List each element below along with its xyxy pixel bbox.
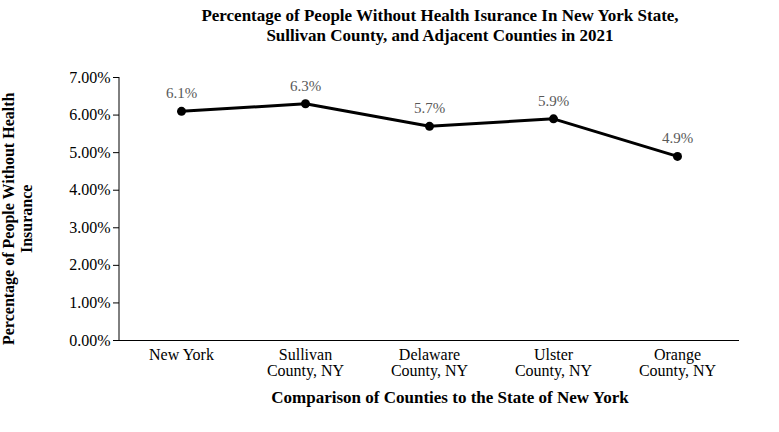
svg-text:5.9%: 5.9% xyxy=(538,92,569,108)
svg-text:2.00%: 2.00% xyxy=(69,256,110,273)
svg-text:6.00%: 6.00% xyxy=(69,106,110,123)
svg-text:SullivanCounty, NY: SullivanCounty, NY xyxy=(267,346,345,380)
svg-text:3.00%: 3.00% xyxy=(69,219,110,236)
svg-text:0.00%: 0.00% xyxy=(69,331,110,348)
svg-text:6.3%: 6.3% xyxy=(290,77,321,93)
svg-text:7.00%: 7.00% xyxy=(69,68,110,85)
svg-text:UlsterCounty, NY: UlsterCounty, NY xyxy=(515,346,593,380)
svg-text:4.00%: 4.00% xyxy=(69,181,110,198)
svg-text:OrangeCounty, NY: OrangeCounty, NY xyxy=(639,346,717,380)
svg-text:DelawareCounty, NY: DelawareCounty, NY xyxy=(391,346,469,380)
svg-text:4.9%: 4.9% xyxy=(662,130,693,146)
svg-text:5.7%: 5.7% xyxy=(414,100,445,116)
html-text:Comparison of Counties to the: Comparison of Counties to the State of N… xyxy=(271,387,629,407)
html-text:Percentage of People Without H: Percentage of People Without Health Isur… xyxy=(201,6,679,46)
svg-text:5.00%: 5.00% xyxy=(69,144,110,161)
svg-text:6.1%: 6.1% xyxy=(166,85,197,101)
svg-text:New York: New York xyxy=(149,346,214,363)
svg-text:1.00%: 1.00% xyxy=(69,294,110,311)
html-text:Percentage of People Without H: Percentage of People Without Health Insu… xyxy=(0,93,36,346)
